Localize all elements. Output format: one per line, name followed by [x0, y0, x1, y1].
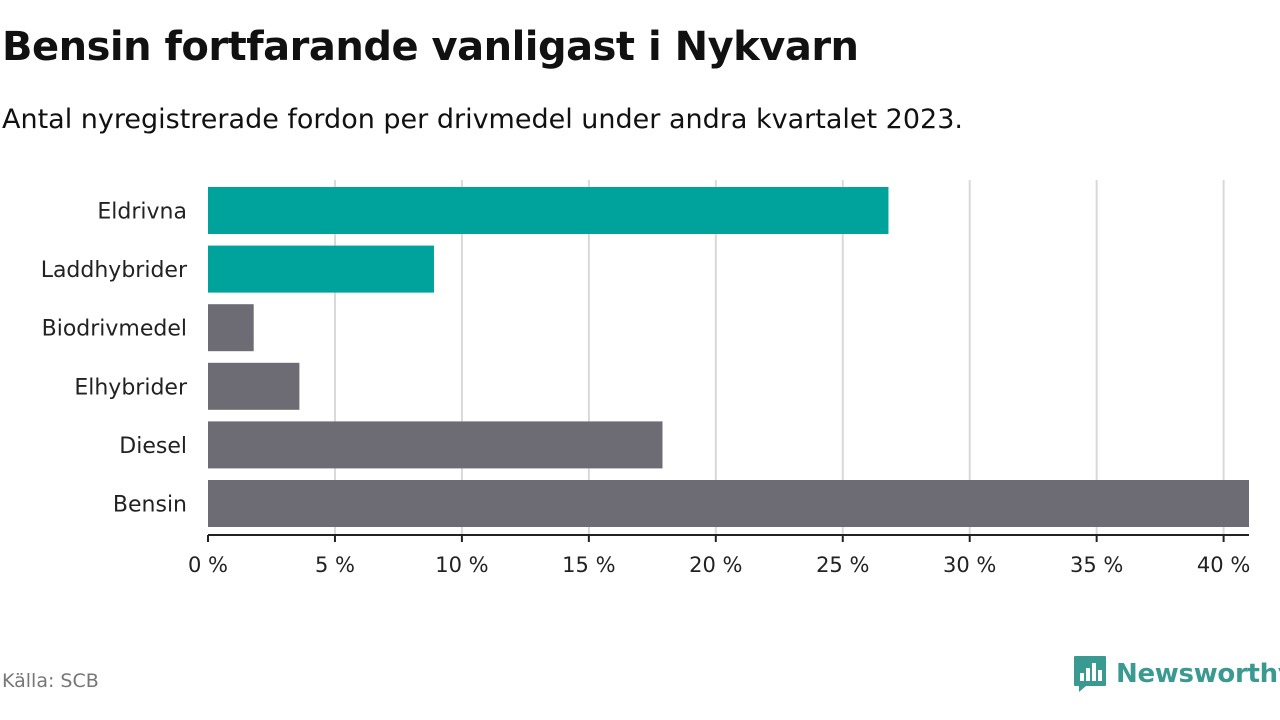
category-labels: Eldrivna Laddhybrider Biodrivmedel Elhybrid… — [41, 200, 188, 518]
category-label: Eldrivna — [97, 200, 187, 225]
x-tick-label: 35 % — [1070, 553, 1123, 577]
bar-elhybrider — [208, 362, 300, 410]
bar-eldrivna — [208, 187, 889, 234]
x-tick-label: 30 % — [943, 553, 996, 577]
bar-diesel — [208, 421, 663, 469]
x-tick-label: 25 % — [816, 553, 869, 577]
source-note: Källa: SCB — [2, 670, 99, 692]
x-tick-label: 0 % — [188, 553, 228, 577]
x-tick-label: 20 % — [689, 553, 742, 577]
gridlines — [333, 180, 1225, 535]
x-tick-label: 15 % — [562, 553, 615, 577]
category-label: Diesel — [119, 434, 187, 459]
chart-subtitle: Antal nyregistrerade fordon per drivmede… — [2, 104, 963, 135]
category-label: Elhybrider — [74, 375, 188, 400]
bar-laddhybrider — [208, 245, 434, 293]
category-label: Laddhybrider — [41, 258, 188, 283]
category-label: Bensin — [113, 493, 187, 518]
brand-logo: Newsworthy — [1072, 654, 1280, 694]
x-tick-label: 5 % — [315, 553, 355, 577]
category-label: Biodrivmedel — [42, 317, 187, 342]
bars — [208, 187, 1249, 527]
brand-name: Newsworthy — [1116, 659, 1280, 689]
bar-biodrivmedel — [208, 304, 254, 352]
chart-title: Bensin fortfarande vanligast i Nykvarn — [2, 24, 859, 70]
x-tick-label: 10 % — [435, 553, 488, 577]
x-tick-labels: 0 % 5 % 10 % 15 % 20 % 25 % 30 % 35 % 40 % — [188, 535, 1250, 577]
newsworthy-logo-icon — [1074, 656, 1106, 692]
bar-bensin — [208, 480, 1249, 527]
bar-chart: Eldrivna Laddhybrider Biodrivmedel Elhybrid… — [41, 180, 1250, 577]
x-tick-label: 40 % — [1197, 553, 1250, 577]
